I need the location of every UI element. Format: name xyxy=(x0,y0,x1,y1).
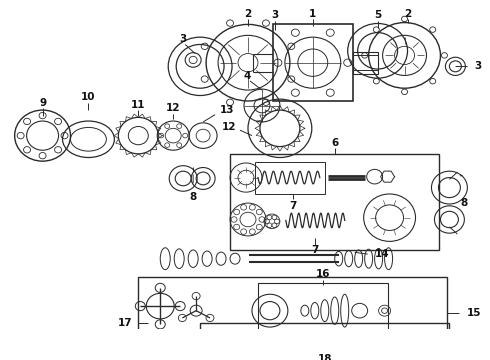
Text: 12: 12 xyxy=(221,122,236,131)
Text: 3: 3 xyxy=(179,34,187,44)
Text: 8: 8 xyxy=(461,198,468,208)
Bar xyxy=(138,277,447,355)
Bar xyxy=(230,154,440,249)
Text: 2: 2 xyxy=(245,9,252,19)
Bar xyxy=(255,162,325,194)
Text: 17: 17 xyxy=(118,319,132,328)
Bar xyxy=(200,323,449,360)
Text: 9: 9 xyxy=(39,98,46,108)
Bar xyxy=(273,24,353,101)
Text: 4: 4 xyxy=(244,71,251,81)
Text: 16: 16 xyxy=(316,269,330,279)
Text: 14: 14 xyxy=(375,249,389,259)
Text: 5: 5 xyxy=(374,10,381,20)
Text: 10: 10 xyxy=(81,92,96,102)
Text: 7: 7 xyxy=(289,201,296,211)
Text: 8: 8 xyxy=(190,192,197,202)
Text: 6: 6 xyxy=(331,138,339,148)
Text: 1: 1 xyxy=(309,9,317,19)
Text: 18: 18 xyxy=(318,354,332,360)
Text: 12: 12 xyxy=(166,103,180,113)
Text: 15: 15 xyxy=(466,309,481,318)
Bar xyxy=(353,52,378,74)
Text: 7: 7 xyxy=(311,246,318,256)
Text: 3: 3 xyxy=(474,61,482,71)
Bar xyxy=(258,283,388,343)
Text: 2: 2 xyxy=(404,9,411,19)
Text: 3: 3 xyxy=(271,10,278,20)
Text: 11: 11 xyxy=(131,100,146,110)
Text: 13: 13 xyxy=(220,105,235,115)
